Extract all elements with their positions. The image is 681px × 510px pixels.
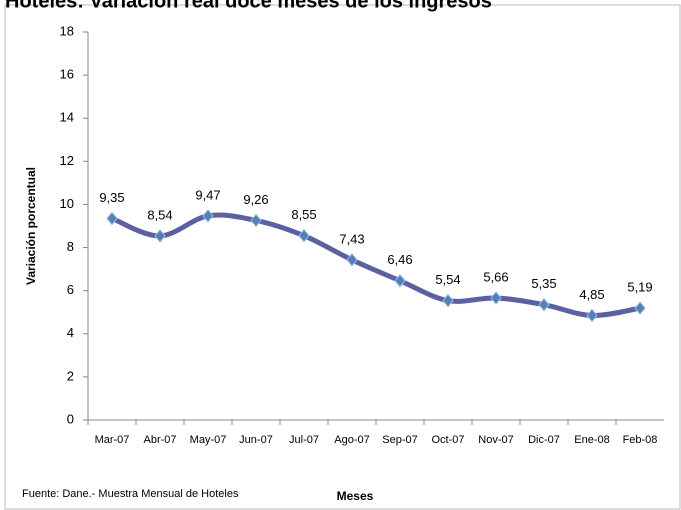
- data-label: 4,85: [579, 287, 604, 302]
- data-point: [106, 211, 118, 226]
- x-tick-label: Mar-07: [95, 434, 130, 446]
- y-tick-label: 10: [60, 196, 74, 211]
- data-point: [250, 213, 262, 228]
- x-tick-label: Feb-08: [623, 434, 658, 446]
- chart-title: Hoteles: Variación real doce meses de lo…: [5, 0, 492, 12]
- data-point: [538, 297, 550, 312]
- x-axis-label: Meses: [337, 489, 374, 503]
- y-tick-label: 16: [60, 67, 74, 82]
- data-label: 8,55: [291, 207, 316, 222]
- y-tick-label: 0: [67, 411, 74, 426]
- data-point: [346, 253, 358, 267]
- data-line: [109, 212, 643, 318]
- x-tick-label: Ago-07: [334, 434, 369, 446]
- data-point: [298, 228, 310, 243]
- data-point: [634, 301, 646, 315]
- data-point: [442, 293, 454, 308]
- y-tick-label: 8: [67, 239, 74, 254]
- y-tick-label: 6: [67, 282, 74, 297]
- y-axis-label: Variación porcentual: [24, 167, 38, 285]
- data-point: [154, 229, 166, 243]
- x-tick-label: Dic-07: [528, 434, 560, 446]
- y-tick-label: 12: [60, 153, 74, 168]
- x-tick-label: Abr-07: [143, 434, 176, 446]
- x-tick-label: Oct-07: [431, 434, 464, 446]
- x-tick-label: Nov-07: [478, 434, 513, 446]
- y-tick-label: 2: [67, 368, 74, 383]
- data-label: 5,19: [627, 280, 652, 295]
- x-tick-label: Jun-07: [239, 434, 273, 446]
- data-label: 5,35: [531, 276, 556, 291]
- data-label: 9,26: [243, 192, 268, 207]
- data-label: 6,46: [387, 252, 412, 267]
- data-point: [394, 273, 406, 288]
- source-note: Fuente: Dane.- Muestra Mensual de Hotele…: [22, 488, 239, 500]
- data-point: [586, 308, 598, 323]
- data-label: 8,54: [147, 207, 172, 222]
- x-tick-label: Ene-08: [574, 434, 609, 446]
- chart-frame: [4, 4, 681, 510]
- data-label: 7,43: [339, 231, 364, 246]
- y-tick-label: 4: [67, 325, 74, 340]
- data-label: 9,47: [195, 187, 220, 202]
- y-tick-label: 14: [60, 110, 74, 125]
- data-label: 5,66: [483, 269, 508, 284]
- x-tick-label: Sep-07: [382, 434, 417, 446]
- y-tick-label: 18: [60, 23, 74, 38]
- x-tick-label: May-07: [190, 434, 227, 446]
- data-label: 5,54: [435, 272, 460, 287]
- x-tick-label: Jul-07: [289, 434, 319, 446]
- data-label: 9,35: [99, 190, 124, 205]
- data-point: [490, 291, 502, 305]
- data-point: [202, 209, 214, 223]
